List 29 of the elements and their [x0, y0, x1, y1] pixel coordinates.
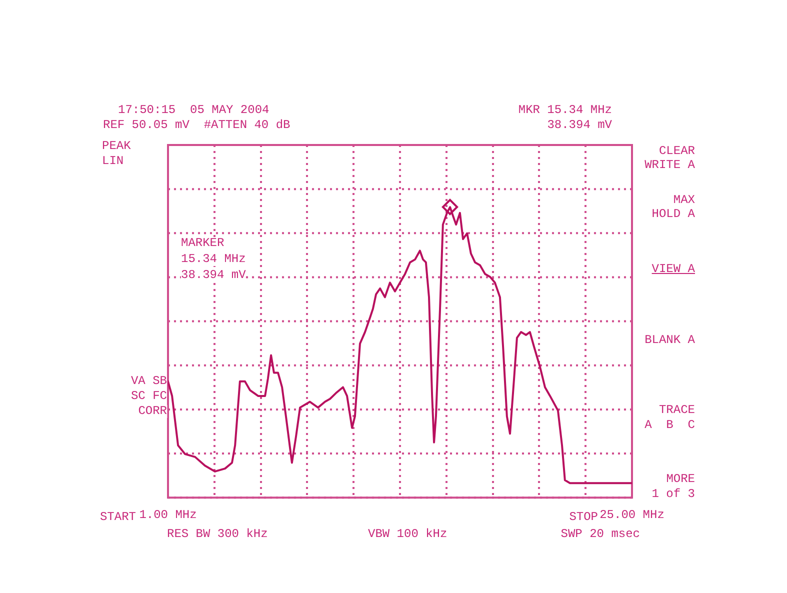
text: CLEAR [658, 144, 695, 158]
text: SWP 20 msec [560, 527, 640, 541]
annotation: MARKER [181, 236, 224, 250]
x-tick-label: 25.00 MHz [600, 508, 664, 522]
text: 17:50:15 05 MAY 2004 [118, 103, 270, 117]
text: SC FC [130, 389, 167, 403]
text: STOP [569, 510, 598, 524]
text: WRITE A [644, 158, 695, 172]
text: A B C [644, 418, 695, 432]
text: MAX [673, 193, 695, 207]
text: LIN [102, 154, 124, 168]
text: 1 of 3 [652, 487, 695, 501]
x-tick-label: 1.00 MHz [139, 508, 197, 522]
text: MKR 15.34 MHz [518, 103, 612, 117]
text: VA SB [130, 374, 167, 388]
text: START [100, 510, 136, 524]
text: REF 50.05 mV #ATTEN 40 dB [103, 118, 290, 132]
text: HOLD A [652, 207, 695, 221]
text: PEAK [102, 139, 131, 153]
text: TRACE [658, 403, 695, 417]
text: RES BW 300 kHz [167, 527, 268, 541]
text: MORE [666, 472, 695, 486]
text: BLANK A [644, 333, 695, 347]
text: CORR [138, 404, 167, 418]
text: VIEW A [652, 262, 695, 276]
text: 38.394 mV [547, 118, 612, 132]
annotation: 15.34 MHz [181, 252, 246, 266]
annotation: 38.394 mV [181, 268, 246, 282]
text: VBW 100 kHz [368, 527, 448, 541]
